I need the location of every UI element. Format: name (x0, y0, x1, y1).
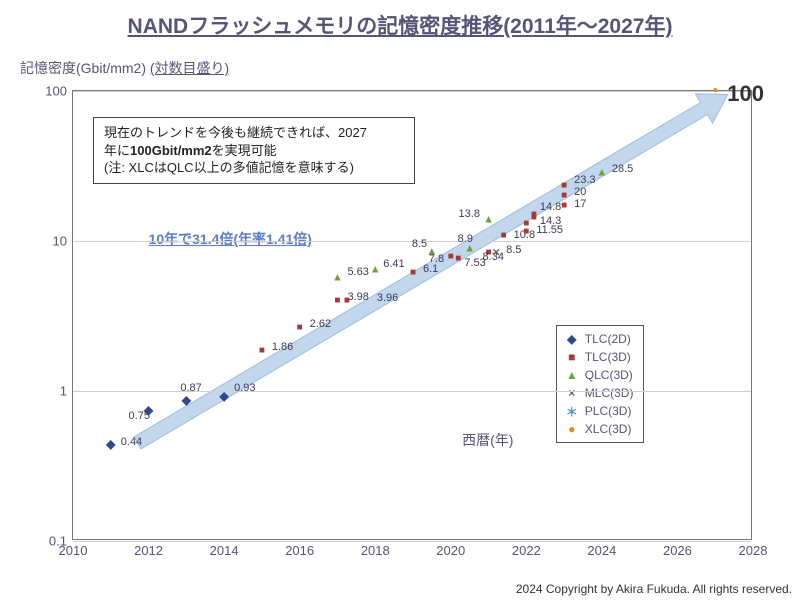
y-axis-log-note: (対数目盛り) (150, 60, 229, 76)
legend-label: MLC(3D) (585, 386, 634, 400)
annotation-line-2: 年に100Gbit/mm2を実現可能 (104, 142, 404, 160)
annot-2c: を実現可能 (212, 143, 277, 158)
legend: ◆ TLC(2D) ■ TLC(3D) ▲ QLC(3D) × MLC(3D) ＊ PLC(3D)… (556, 325, 645, 443)
data-label: 100 (727, 81, 764, 107)
legend-row: ■ TLC(3D) (565, 348, 634, 366)
data-marker: ■ (523, 219, 529, 229)
data-marker: ■ (561, 181, 567, 191)
annot-2a: 年に (104, 143, 130, 158)
y-tick-label: 100 (45, 84, 73, 99)
x-tick-label: 2024 (587, 539, 616, 558)
legend-label: TLC(2D) (585, 332, 631, 346)
data-marker: ■ (334, 296, 340, 306)
data-marker: ● (712, 86, 718, 96)
legend-marker-icon: × (565, 386, 579, 400)
x-tick-label: 2020 (436, 539, 465, 558)
x-tick-label: 2028 (739, 539, 768, 558)
data-label: 14.8 (540, 201, 561, 213)
legend-label: TLC(3D) (585, 350, 631, 364)
legend-row: ◆ TLC(2D) (565, 330, 634, 348)
legend-marker-icon: ● (565, 422, 579, 436)
data-marker: ■ (297, 323, 303, 333)
x-tick-label: 2012 (134, 539, 163, 558)
data-label: 0.44 (121, 436, 142, 448)
data-marker: ◆ (106, 438, 115, 450)
data-label: 0.87 (180, 382, 201, 394)
page-title: NANDフラッシュメモリの記憶密度推移(2011年〜2027年) (0, 10, 800, 40)
gridline (73, 541, 751, 542)
data-label: 0.93 (234, 382, 255, 394)
x-tick-label: 2022 (512, 539, 541, 558)
legend-label: XLC(3D) (585, 422, 632, 436)
data-label: 23.3 (574, 174, 595, 186)
data-label: 13.8 (459, 208, 480, 220)
data-label: 8.5 (412, 238, 427, 250)
y-tick-label: 1 (60, 384, 73, 399)
data-marker: ■ (561, 201, 567, 211)
data-label: 5.63 (347, 266, 368, 278)
data-marker: ▲ (426, 246, 437, 257)
data-marker: ■ (501, 231, 507, 241)
x-tick-label: 2014 (210, 539, 239, 558)
y-axis-label-text: 記憶密度(Gbit/mm2) (20, 60, 146, 76)
data-marker: ▲ (483, 215, 494, 226)
annotation-box: 現在のトレンドを今後も継続できれば、2027 年に100Gbit/mm2を実現可… (93, 117, 415, 184)
data-label: 20 (574, 186, 586, 198)
gridline (73, 391, 751, 392)
data-label: 1.86 (272, 341, 293, 353)
data-marker: ◆ (219, 390, 228, 402)
copyright: 2024 Copyright by Akira Fukuda. All righ… (516, 582, 792, 596)
x-tick-label: 2018 (361, 539, 390, 558)
legend-label: QLC(3D) (585, 368, 633, 382)
data-label: 17 (574, 198, 586, 210)
chart-area: 現在のトレンドを今後も継続できれば、2027 年に100Gbit/mm2を実現可… (72, 90, 752, 540)
legend-row: × MLC(3D) (565, 384, 634, 402)
data-marker: ■ (448, 252, 454, 262)
data-label: 2.62 (310, 318, 331, 330)
gridline (73, 91, 751, 92)
annotation-line-1: 現在のトレンドを今後も継続できれば、2027 (104, 124, 404, 142)
data-marker: ▲ (464, 243, 475, 254)
y-tick-label: 10 (53, 234, 73, 249)
data-marker: ■ (561, 191, 567, 201)
x-axis-label: 西暦(年) (462, 430, 513, 450)
data-marker: × (492, 245, 500, 258)
data-label: 0.75 (129, 410, 150, 422)
data-marker: ■ (259, 346, 265, 356)
trend-rate-text: 10年で31.4倍(年率1.41倍) (149, 229, 312, 249)
data-marker: ■ (531, 213, 537, 223)
data-label: 8.9 (458, 233, 473, 245)
x-tick-label: 2016 (285, 539, 314, 558)
legend-marker-icon: ＊ (565, 403, 579, 420)
y-axis-label: 記憶密度(Gbit/mm2) (対数目盛り) (20, 58, 229, 78)
data-marker: ◆ (182, 394, 191, 406)
data-marker: ■ (410, 268, 416, 278)
x-tick-label: 2010 (59, 539, 88, 558)
data-marker: ■ (455, 254, 461, 264)
annotation-line-3: (注: XLCはQLC以上の多値記憶を意味する) (104, 159, 404, 177)
legend-label: PLC(3D) (585, 404, 632, 418)
data-marker: ■ (344, 296, 350, 306)
legend-row: ● XLC(3D) (565, 420, 634, 438)
legend-marker-icon: ■ (565, 350, 579, 364)
data-marker: ▲ (596, 167, 607, 178)
data-label: 28.5 (612, 163, 633, 175)
legend-marker-icon: ◆ (565, 332, 579, 346)
data-marker: ▲ (332, 273, 343, 284)
data-marker: ▲ (370, 264, 381, 275)
data-label: 3.98 (347, 291, 368, 303)
legend-row: ▲ QLC(3D) (565, 366, 634, 384)
data-label: 8.5 (506, 244, 521, 256)
data-label: 6.41 (383, 258, 404, 270)
annot-2b: 100Gbit/mm2 (130, 143, 212, 158)
legend-marker-icon: ▲ (565, 368, 579, 382)
data-label: 3.96 (377, 292, 398, 304)
data-label: 14.3 (540, 215, 561, 227)
x-tick-label: 2026 (663, 539, 692, 558)
legend-row: ＊ PLC(3D) (565, 402, 634, 420)
